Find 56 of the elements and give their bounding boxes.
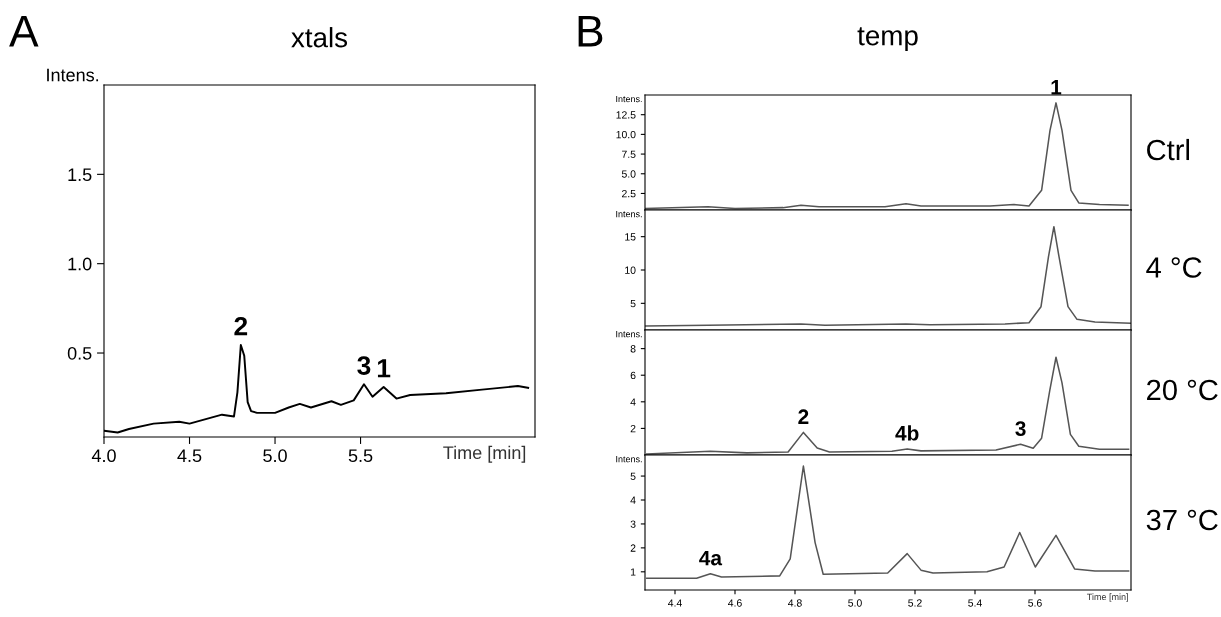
y-axis-title: Intens. (616, 330, 642, 338)
x-tick-label: 4.8 (788, 599, 802, 607)
annotation: 3 (1015, 421, 1026, 436)
y-tick-label: 1 (630, 568, 636, 576)
x-axis-title: Time [min] (1086, 593, 1128, 602)
annotation: 2 (234, 316, 248, 336)
x-tick-label: 4.5 (177, 449, 202, 463)
x-tick-label: 5.0 (263, 449, 287, 463)
y-tick-label: 5.0 (621, 170, 636, 178)
y-axis-title: Intens. (616, 210, 642, 218)
annotation: 2 (798, 409, 809, 424)
y-tick-label: 1.5 (68, 168, 92, 182)
y-tick-label: 4 (630, 496, 636, 504)
x-tick-label: 5.0 (848, 599, 862, 607)
line-series (646, 465, 1130, 580)
y-tick-label: 15 (625, 233, 636, 241)
annotation: 4a (699, 550, 723, 566)
x-tick-label: 4.4 (668, 599, 682, 607)
chart-title: xtals (291, 27, 348, 48)
annotation: 1 (377, 359, 391, 378)
text: 37 °C (1146, 509, 1218, 531)
y-tick-label: 12.5 (616, 111, 636, 119)
y-axis-title: Intens. (616, 95, 642, 103)
x-tick-label: 4.6 (728, 599, 742, 607)
y-tick-label: 10.0 (616, 130, 636, 139)
y-tick-label: 2.5 (622, 189, 636, 198)
y-axis-title: Intens. (616, 456, 642, 463)
y-tick-label: 0.5 (67, 346, 92, 360)
y-tick-label: 10 (625, 266, 636, 274)
y-tick-label: 3 (630, 520, 636, 528)
text: 4 °C (1146, 257, 1202, 278)
y-tick-label: 1.0 (68, 257, 92, 271)
y-tick-label: 7.5 (622, 150, 636, 158)
y-tick-label: 5 (630, 472, 636, 480)
x-axis-title: Time [min] (443, 445, 526, 463)
y-axis-title: Intens. (47, 68, 99, 82)
text: B (578, 15, 603, 47)
annotation: 4b (895, 425, 919, 441)
text: Ctrl (1147, 138, 1189, 161)
text: A (9, 15, 39, 47)
annotation: 1 (1051, 80, 1062, 95)
x-tick-label: 5.6 (1028, 599, 1042, 607)
y-tick-label: 8 (630, 345, 636, 353)
text: 20 °C (1147, 379, 1218, 401)
y-tick-label: 2 (630, 424, 636, 433)
x-tick-label: 5.4 (968, 599, 982, 607)
x-tick-label: 4.0 (91, 449, 116, 463)
chart-title: temp (857, 27, 918, 51)
y-tick-label: 2 (630, 544, 636, 552)
line-series (645, 225, 1131, 327)
annotation: 3 (357, 356, 371, 375)
x-tick-label: 5.2 (908, 599, 922, 607)
y-tick-label: 5 (630, 299, 636, 308)
y-tick-label: 6 (630, 371, 636, 380)
x-tick-label: 5.5 (348, 449, 373, 463)
y-tick-label: 4 (630, 398, 636, 406)
